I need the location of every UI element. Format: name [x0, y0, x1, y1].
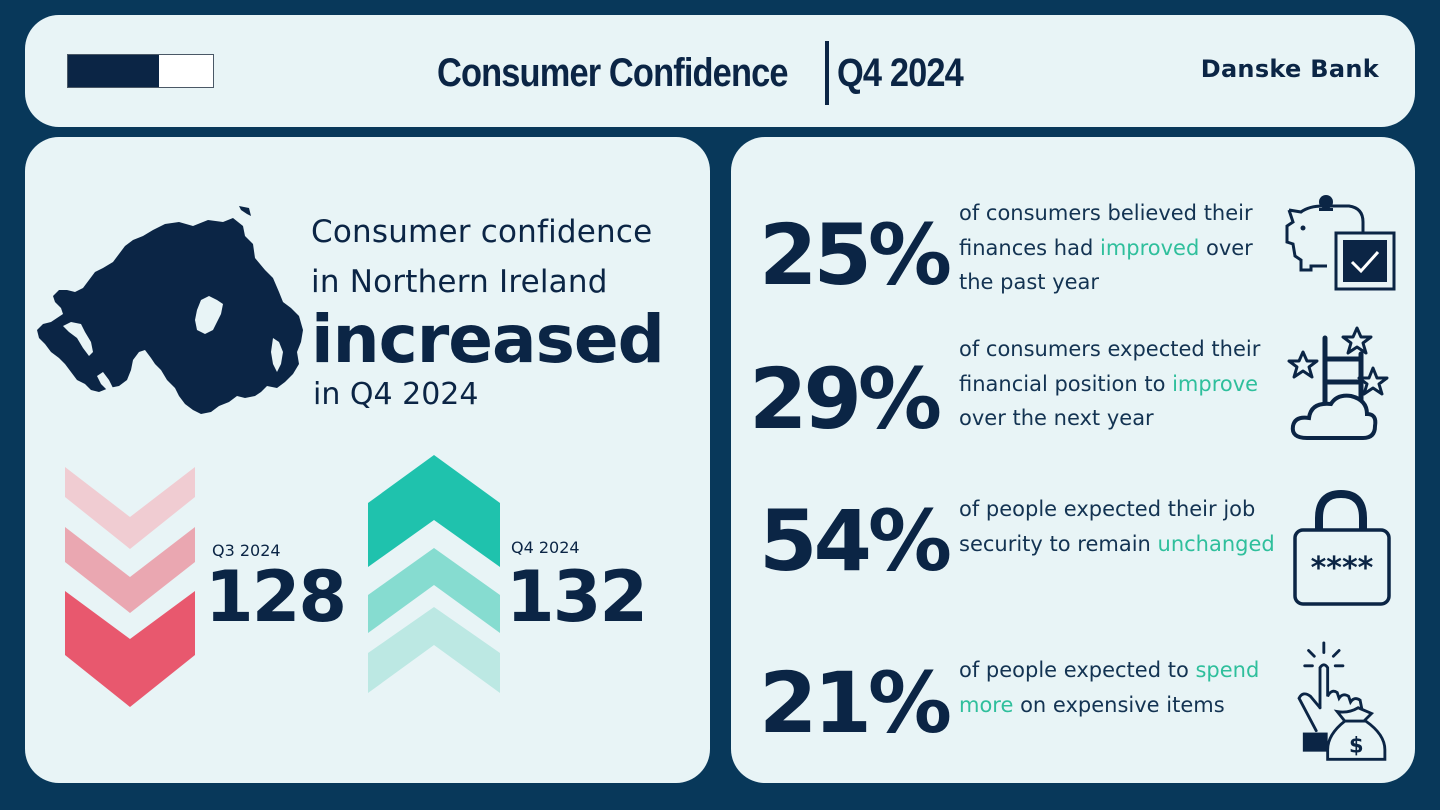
stat-text: over the next year — [959, 406, 1154, 430]
stat-highlight: improved — [1099, 235, 1200, 260]
svg-text:$: $ — [1349, 734, 1364, 758]
stat-text: of consumers believed their finances had — [959, 201, 1253, 260]
stat-value: 25% — [759, 206, 952, 304]
stat-text: of consumers expected their financial po… — [959, 337, 1261, 396]
chevrons-up-icon — [368, 455, 500, 693]
piggy-bank-check-icon — [1285, 195, 1396, 291]
progress-fill — [68, 55, 159, 87]
stat-text: of people expected to — [959, 658, 1196, 682]
stat-description: of consumers believed their finances had… — [959, 196, 1279, 300]
title-period: Q4 2024 — [837, 50, 964, 95]
progress-indicator — [67, 54, 214, 88]
stat-value: 29% — [749, 350, 942, 448]
hand-click-money-bag-icon: $ — [1297, 641, 1387, 761]
stat-row: 21% of people expected to spend more on … — [731, 641, 1415, 783]
padlock-password-icon: **** — [1293, 489, 1391, 606]
stat-text: on expensive items — [1013, 692, 1225, 717]
stat-text: of people expected their job security to… — [959, 497, 1256, 556]
current-quarter-value: 132 — [506, 556, 648, 638]
stat-description: of consumers expected their financial po… — [959, 332, 1279, 436]
title-text: Consumer Confidence — [437, 50, 788, 95]
page-title: Consumer Confidence Q4 2024 — [437, 41, 983, 105]
stat-value: 21% — [759, 654, 952, 752]
stat-description: of people expected to spend more on expe… — [959, 653, 1279, 722]
northern-ireland-map-icon — [37, 206, 303, 414]
stat-highlight: spend more — [959, 658, 1260, 717]
stat-highlight: improve — [1172, 371, 1259, 396]
stat-text: over the past year — [959, 235, 1253, 295]
confidence-summary-panel: Consumer confidence in Northern Ireland … — [25, 137, 710, 783]
stat-value: 54% — [759, 492, 952, 590]
ladder-stars-cloud-icon — [1287, 326, 1389, 440]
title-divider — [825, 41, 829, 105]
headline-line-1: Consumer confidence — [311, 214, 653, 250]
svg-text:****: **** — [1311, 551, 1374, 586]
headline-line-2: in Northern Ireland — [311, 264, 608, 300]
headline-emphasis: increased — [311, 301, 665, 378]
previous-quarter-label: Q3 2024 — [212, 541, 281, 560]
stat-highlight: unchanged — [1157, 531, 1275, 556]
current-quarter-label: Q4 2024 — [511, 538, 580, 557]
survey-stats-panel: 25% of consumers believed their finances… — [731, 137, 1415, 783]
stat-row: 25% of consumers believed their finances… — [731, 190, 1415, 320]
chevrons-down-icon — [65, 467, 195, 707]
stat-row: 54% of people expected their job securit… — [731, 489, 1415, 622]
previous-quarter-value: 128 — [205, 556, 347, 638]
headline-line-3: in Q4 2024 — [313, 377, 479, 412]
headline: Consumer confidence in Northern Ireland … — [311, 207, 691, 417]
brand-logo: Danske Bank — [1200, 55, 1379, 83]
stat-description: of people expected their job security to… — [959, 492, 1279, 561]
stat-row: 29% of consumers expected their financia… — [731, 326, 1415, 464]
header-bar: Consumer Confidence Q4 2024 Danske Bank — [25, 15, 1415, 127]
